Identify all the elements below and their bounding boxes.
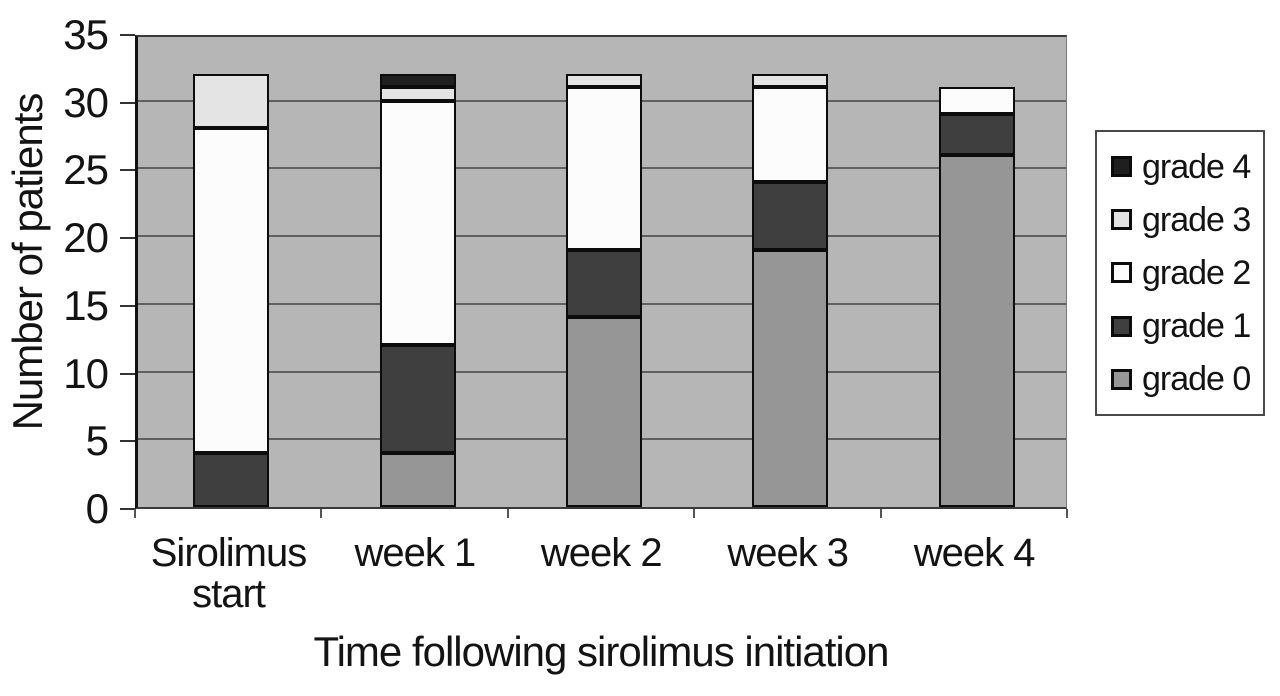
x-tick-mark-1 [320, 509, 323, 518]
y-tick-label-5: 5 [85, 417, 109, 465]
legend-swatch-grade-0 [1111, 368, 1132, 390]
bar-segment-grade-0-week-4 [938, 154, 1015, 507]
legend-label-grade-1: grade 1 [1142, 307, 1251, 346]
y-tick-label-20: 20 [63, 214, 109, 262]
legend-label-grade-3: grade 3 [1142, 200, 1251, 239]
legend-label-grade-4: grade 4 [1142, 147, 1251, 186]
legend-swatch-grade-1 [1111, 315, 1132, 337]
y-tick-label-10: 10 [63, 349, 109, 397]
y-tick-mark-20 [120, 237, 135, 240]
bar-segment-grade-2-week-1 [379, 100, 456, 345]
y-tick-mark-15 [120, 304, 135, 307]
y-tick-mark-10 [120, 372, 135, 375]
legend: grade 4 grade 3 grade 2 grade 1 grade 0 [1095, 130, 1265, 416]
bar-segment-grade-1-week-4 [938, 114, 1015, 155]
bar-segment-grade-0-week-1 [379, 452, 456, 507]
legend-swatch-grade-3 [1111, 209, 1132, 231]
bar-segment-grade-4-week-1 [379, 73, 456, 88]
legend-item-grade-3: grade 3 [1111, 203, 1263, 237]
y-tick-label-35: 35 [63, 11, 109, 58]
plot-area [135, 35, 1067, 509]
bar-segment-grade-2-week-4 [938, 87, 1015, 115]
bar-segment-grade-3-week-1 [379, 87, 456, 101]
category-label-week-4: week 4 [913, 531, 1036, 575]
x-tick-mark-4 [879, 509, 882, 518]
y-tick-label-25: 25 [63, 146, 109, 194]
legend-label-grade-0: grade 0 [1142, 360, 1251, 399]
bar-segment-grade-1-week-1 [379, 344, 456, 453]
y-tick-label-15: 15 [63, 281, 109, 329]
legend-swatch-grade-4 [1111, 156, 1132, 178]
y-tick-label-30: 30 [63, 78, 109, 126]
bar-segment-grade-0-week-3 [752, 249, 829, 507]
x-tick-mark-2 [506, 509, 509, 518]
x-tick-mark-5 [1066, 509, 1068, 518]
bar-segment-grade-3-week-3 [752, 73, 829, 88]
category-label-Sirolimus-start: Sirolimus start [150, 531, 307, 616]
x-tick-mark-0 [134, 509, 136, 518]
bar-segment-grade-3-week-2 [566, 73, 642, 88]
bar-segment-grade-1-Sirolimus-start [193, 452, 270, 507]
x-axis-title: Time following sirolimus initiation [313, 628, 890, 675]
bar-segment-grade-2-week-3 [752, 87, 829, 182]
bar-segment-grade-1-week-3 [752, 181, 829, 250]
category-label-week-3: week 3 [727, 531, 849, 575]
y-tick-label-0: 0 [85, 485, 109, 532]
legend-item-grade-4: grade 4 [1111, 150, 1263, 184]
y-tick-mark-30 [120, 101, 135, 104]
y-tick-mark-5 [120, 440, 135, 443]
bar-segment-grade-0-week-2 [566, 317, 642, 507]
legend-label-grade-2: grade 2 [1142, 253, 1251, 292]
bar-segment-grade-2-week-2 [566, 87, 642, 250]
bar-segment-grade-1-week-2 [566, 249, 642, 318]
legend-item-grade-1: grade 1 [1111, 309, 1263, 343]
legend-item-grade-0: grade 0 [1111, 362, 1263, 396]
x-tick-mark-3 [693, 509, 696, 518]
category-label-week-2: week 2 [540, 531, 663, 575]
y-tick-mark-0 [120, 508, 135, 510]
bar-segment-grade-3-Sirolimus-start [193, 73, 270, 128]
category-label-week-1: week 1 [354, 531, 477, 575]
y-tick-mark-25 [120, 169, 135, 172]
legend-item-grade-2: grade 2 [1111, 256, 1263, 290]
legend-swatch-grade-2 [1111, 262, 1132, 284]
bar-segment-grade-2-Sirolimus-start [193, 127, 270, 453]
y-tick-mark-35 [120, 34, 135, 36]
